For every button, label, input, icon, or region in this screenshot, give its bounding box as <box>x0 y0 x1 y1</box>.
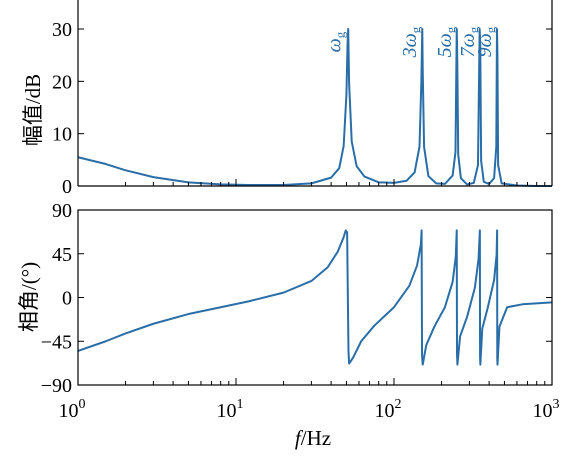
svg-text:f/Hz: f/Hz <box>295 426 331 450</box>
x-tick-label: 102 <box>375 397 402 422</box>
x-tick-labels: 100 101 102 103 <box>59 397 560 422</box>
phase-y-tick-label: 0 <box>62 288 72 310</box>
magnitude-y-tick-label: 0 <box>62 176 72 198</box>
phase-y-label: 相角/(°) <box>17 262 41 332</box>
harmonic-label: ωg <box>323 31 347 52</box>
phase-y-tick-label: 90 <box>52 200 72 222</box>
magnitude-x-ticks <box>77 179 553 186</box>
x-tick-label: 103 <box>533 397 560 422</box>
x-axis-label: f/Hz <box>295 426 331 450</box>
magnitude-curve <box>77 28 552 187</box>
phase-panel: 90 45 0 −45 −90 相角/(°) <box>17 200 553 397</box>
magnitude-y-ticks: 0 10 20 30 <box>52 19 552 198</box>
phase-y-tick-label: −90 <box>41 375 72 397</box>
phase-curve <box>77 229 553 366</box>
x-tick-label: 100 <box>59 397 86 422</box>
magnitude-y-tick-label: 20 <box>52 71 72 93</box>
phase-y-tick-label: −45 <box>41 331 72 353</box>
phase-y-ticks: 90 45 0 −45 −90 <box>41 200 552 397</box>
magnitude-y-tick-label: 30 <box>52 19 72 41</box>
x-tick-label: 101 <box>217 397 244 422</box>
phase-y-tick-label: 45 <box>52 244 72 266</box>
harmonic-label: 7ωg <box>457 26 481 57</box>
harmonic-label: 5ωg <box>434 26 458 57</box>
phase-x-ticks <box>77 378 553 385</box>
magnitude-y-label: 幅值/dB <box>21 74 45 146</box>
harmonic-label: 3ωg <box>399 26 423 58</box>
x-label-f: f <box>295 426 304 450</box>
magnitude-y-tick-label: 10 <box>52 124 72 146</box>
x-label-unit: /Hz <box>301 426 331 450</box>
